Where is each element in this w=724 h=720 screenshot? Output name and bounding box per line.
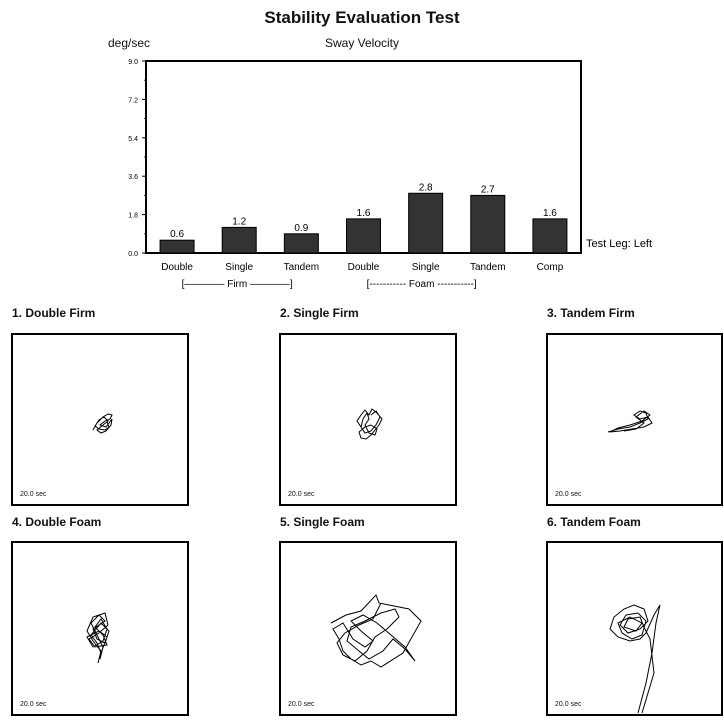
bar-value-label: 1.6 [543,208,557,219]
panel-title-5: 5. Single Foam [280,515,365,529]
sway-velocity-chart: 0.0 1.8 3.6 5.4 7.2 9.0 0.6 Double 1.2 Single 0.9 T… [128,59,652,290]
sway-trace-5 [330,594,422,668]
sway-trace-panel-6: 20.0 sec [546,541,723,716]
bar [221,226,257,254]
sway-trace-panel-2: 20.0 sec [279,333,457,506]
bar [283,233,319,254]
bar [532,218,568,254]
y-tick-label: 3.6 [128,174,138,181]
bar-value-label: 2.8 [419,182,433,193]
duration-label-3: 20.0 sec [555,491,582,498]
sway-trace-panel-1: 20.0 sec [11,333,189,506]
sway-trace-1 [92,413,113,434]
y-axis-unit: deg/sec [108,36,151,50]
sway-trace-2 [356,408,383,440]
panel-title-1: 1. Double Firm [12,306,96,320]
x-category-label: Single [412,262,440,273]
bar-value-label: 2.7 [481,184,495,195]
bar [408,192,444,254]
duration-label-6: 20.0 sec [555,701,582,708]
bar-value-label: 1.6 [357,208,371,219]
panel-title-2: 2. Single Firm [280,306,359,320]
y-tick-label: 5.4 [128,136,138,143]
x-category-label: Double [161,262,193,273]
group-bracket-foam: [----------- Foam -----------] [367,279,477,290]
x-category-label: Single [225,262,253,273]
y-tick-label: 7.2 [128,97,138,104]
bar [159,239,195,254]
duration-label-5: 20.0 sec [288,701,315,708]
group-bracket-firm: [———— Firm ————] [182,279,293,290]
panel-title-4: 4. Double Foam [12,515,102,529]
duration-label-2: 20.0 sec [288,491,315,498]
bar-value-label: 0.9 [294,223,308,234]
test-leg-annotation: Test Leg: Left [586,238,652,250]
duration-label-1: 20.0 sec [20,491,47,498]
panel-title-3: 3. Tandem Firm [547,306,635,320]
page-title: Stability Evaluation Test [264,8,460,27]
x-category-label: Double [348,262,380,273]
sway-trace-6 [609,604,661,714]
bar [346,218,381,254]
sway-trace-panel-5: 20.0 sec [279,541,457,716]
panel-title-6: 6. Tandem Foam [547,515,641,529]
x-category-label: Comp [537,262,564,273]
x-category-label: Tandem [284,262,320,273]
sway-trace-4 [86,612,110,664]
bar-value-label: 0.6 [170,229,184,240]
chart-title: Sway Velocity [324,36,400,50]
bar-value-label: 1.2 [232,216,246,227]
bar [470,194,506,254]
y-tick-label: 0.0 [128,251,138,258]
sway-trace-panel-4: 20.0 sec [11,541,189,716]
duration-label-4: 20.0 sec [20,701,47,708]
x-category-label: Tandem [470,262,506,273]
y-tick-label: 9.0 [128,59,138,66]
sway-trace-3 [607,410,653,433]
sway-trace-panel-3: 20.0 sec [546,333,723,506]
y-tick-label: 1.8 [128,213,138,220]
